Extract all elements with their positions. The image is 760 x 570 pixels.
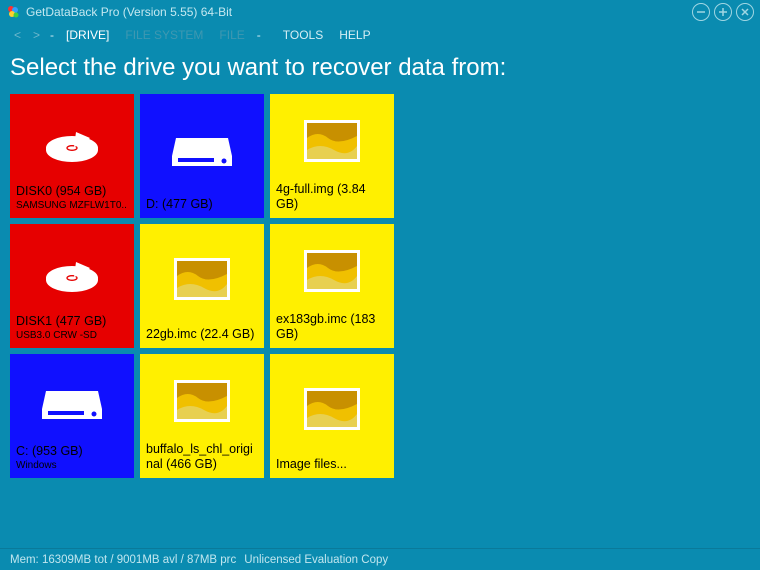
drive-tile[interactable]: DISK0 (954 GB)SAMSUNG MZFLW1T0.. xyxy=(10,94,134,218)
tile-label: DISK0 (954 GB) xyxy=(16,184,128,199)
statusbar: Mem: 16309MB tot / 9001MB avl / 87MB prc… xyxy=(0,548,760,570)
image-file-icon xyxy=(276,100,388,182)
tile-label: DISK1 (477 GB) xyxy=(16,314,128,329)
window-title: GetDataBack Pro (Version 5.55) 64-Bit xyxy=(26,5,232,19)
drive-tile[interactable]: DISK1 (477 GB)USB3.0 CRW -SD xyxy=(10,224,134,348)
minimize-button[interactable] xyxy=(692,3,710,21)
window-controls xyxy=(692,3,754,21)
drive-tile[interactable]: D: (477 GB) xyxy=(140,94,264,218)
maximize-button[interactable] xyxy=(714,3,732,21)
nav-back[interactable]: < xyxy=(10,28,25,42)
image-file-icon xyxy=(276,360,388,457)
separator: - xyxy=(255,28,263,42)
drive-tile[interactable]: ex183gb.imc (183 GB) xyxy=(270,224,394,348)
drive-tile[interactable]: buffalo_ls_chl_original (466 GB) xyxy=(140,354,264,478)
tile-sublabel: SAMSUNG MZFLW1T0.. xyxy=(16,200,128,212)
tile-sublabel: Windows xyxy=(16,460,128,472)
titlebar: GetDataBack Pro (Version 5.55) 64-Bit xyxy=(0,0,760,24)
app-icon xyxy=(6,5,20,19)
drive-tile[interactable]: 22gb.imc (22.4 GB) xyxy=(140,224,264,348)
menu-tools[interactable]: TOOLS xyxy=(277,28,329,42)
separator: - xyxy=(48,28,56,42)
drive-tile[interactable]: 4g-full.img (3.84 GB) xyxy=(270,94,394,218)
tile-label: D: (477 GB) xyxy=(146,197,258,212)
breadcrumb-drive[interactable]: [DRIVE] xyxy=(60,28,115,42)
page-heading: Select the drive you want to recover dat… xyxy=(0,46,760,94)
disk-icon xyxy=(16,230,128,314)
drive-grid: DISK0 (954 GB)SAMSUNG MZFLW1T0.. D: (477… xyxy=(0,94,760,478)
disk-icon xyxy=(16,100,128,184)
tile-label: Image files... xyxy=(276,457,388,472)
tile-label: 22gb.imc (22.4 GB) xyxy=(146,327,258,342)
tile-label: 4g-full.img (3.84 GB) xyxy=(276,182,388,212)
tile-label: ex183gb.imc (183 GB) xyxy=(276,312,388,342)
drive-icon xyxy=(16,360,128,444)
breadcrumb-file: FILE xyxy=(213,28,250,42)
drive-tile[interactable]: C: (953 GB)Windows xyxy=(10,354,134,478)
tile-label: buffalo_ls_chl_original (466 GB) xyxy=(146,442,258,472)
tile-sublabel: USB3.0 CRW -SD xyxy=(16,330,128,342)
image-file-icon xyxy=(146,360,258,442)
close-button[interactable] xyxy=(736,3,754,21)
tile-label: C: (953 GB) xyxy=(16,444,128,459)
drive-icon xyxy=(146,100,258,197)
status-mem: Mem: 16309MB tot / 9001MB avl / 87MB prc xyxy=(10,554,236,566)
menubar: < > - [DRIVE] FILE SYSTEM FILE - TOOLS H… xyxy=(0,24,760,46)
drive-tile[interactable]: Image files... xyxy=(270,354,394,478)
status-license: Unlicensed Evaluation Copy xyxy=(244,554,388,566)
nav-forward[interactable]: > xyxy=(29,28,44,42)
image-file-icon xyxy=(146,230,258,327)
image-file-icon xyxy=(276,230,388,312)
menu-help[interactable]: HELP xyxy=(333,28,376,42)
breadcrumb-filesystem: FILE SYSTEM xyxy=(119,28,209,42)
